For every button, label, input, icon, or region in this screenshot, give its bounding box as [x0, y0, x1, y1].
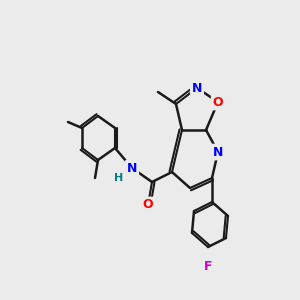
Text: O: O: [143, 199, 153, 212]
Text: N: N: [127, 161, 137, 175]
Text: N: N: [213, 146, 223, 158]
Text: H: H: [114, 173, 124, 183]
Text: N: N: [192, 82, 202, 94]
Text: F: F: [204, 260, 212, 274]
Text: O: O: [213, 95, 223, 109]
